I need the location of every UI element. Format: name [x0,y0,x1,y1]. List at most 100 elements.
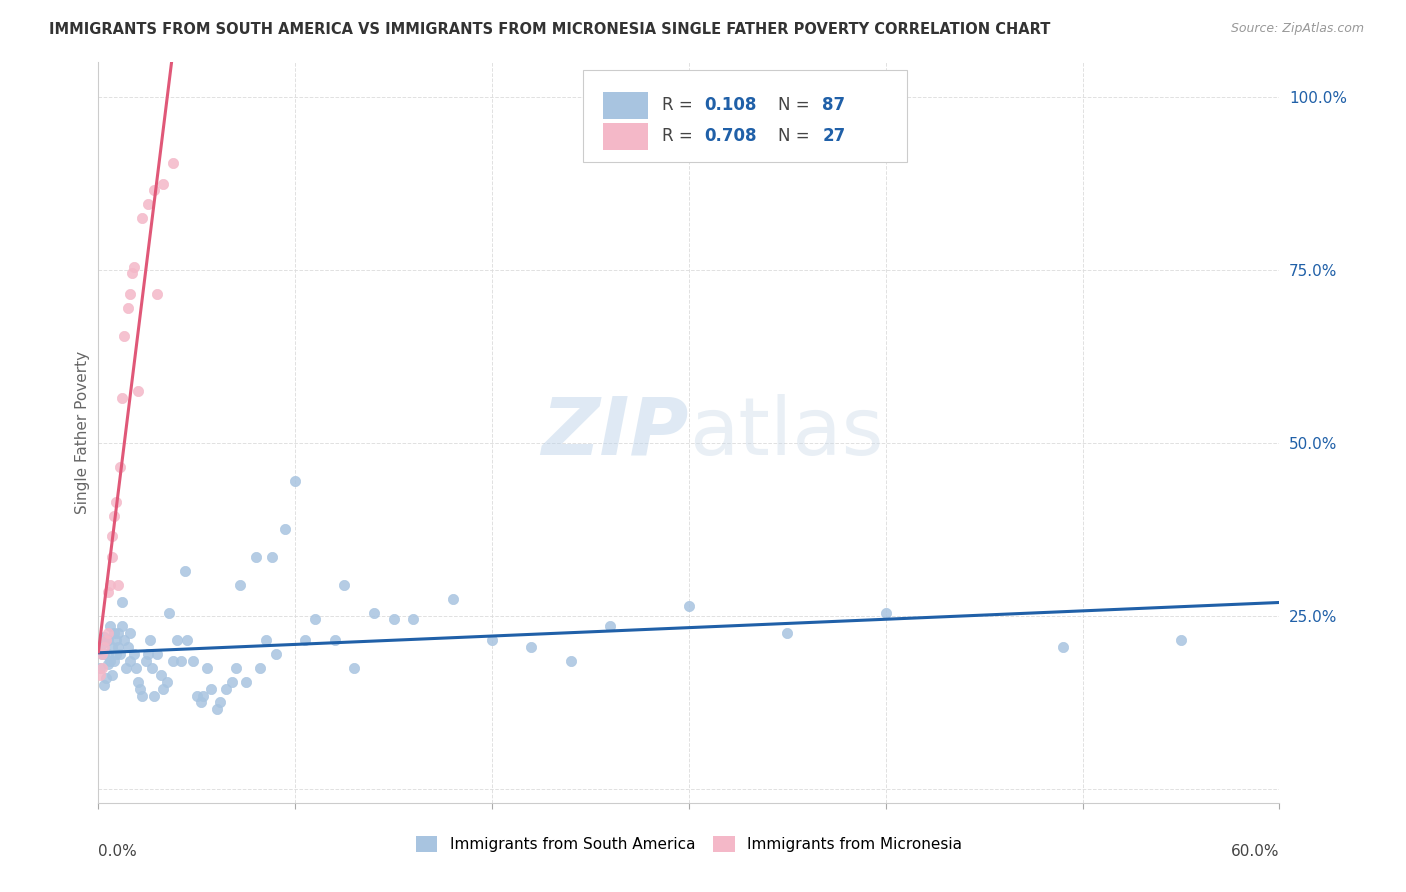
Point [323,633,346,648]
Point [96,633,118,648]
Point [363,606,385,620]
Point [441,591,464,606]
Point [122,647,145,661]
Y-axis label: Single Father Poverty: Single Father Poverty [75,351,90,514]
Point [101,667,124,681]
Point [186,689,208,703]
Point [89,661,111,675]
Point [115,661,138,675]
Point [108,460,131,475]
Point [121,267,143,281]
Point [108,647,131,661]
Point [98,578,121,592]
Point [125,661,148,675]
Point [103,508,125,523]
Point [128,681,150,696]
Point [200,681,222,696]
Point [111,619,134,633]
Point [105,647,128,661]
Point [249,661,271,675]
Point [162,155,184,169]
Text: 87: 87 [823,96,845,114]
Point [91,661,114,675]
Point [294,633,316,648]
Point [176,633,198,648]
Point [195,661,218,675]
Point [215,681,238,696]
Point [141,661,163,675]
Point [105,633,128,648]
Point [190,696,212,710]
Point [152,681,174,696]
Point [93,678,115,692]
Point [93,647,115,661]
Point [402,612,425,626]
Point [156,674,179,689]
Point [91,647,114,661]
Text: Source: ZipAtlas.com: Source: ZipAtlas.com [1230,22,1364,36]
Point [127,384,149,398]
Point [118,287,141,301]
Point [97,626,120,640]
Point [117,301,139,315]
Point [560,654,582,668]
Point [225,661,247,675]
Point [146,287,169,301]
Point [103,654,125,668]
Point [98,619,121,633]
Point [101,640,124,654]
Point [157,606,180,620]
Point [142,184,165,198]
Point [274,523,297,537]
Point [170,654,193,668]
Point [91,647,114,661]
FancyBboxPatch shape [603,123,648,150]
Point [117,640,139,654]
Point [91,637,114,651]
Point [107,640,129,654]
Point [89,667,111,681]
Point [138,633,160,648]
FancyBboxPatch shape [582,70,907,162]
Point [678,599,700,613]
Point [107,578,129,592]
Point [382,612,405,626]
Point [107,626,129,640]
Point [333,578,356,592]
Point [142,689,165,703]
Point [136,197,159,211]
Point [146,647,169,661]
Point [776,626,799,640]
Text: N =: N = [778,96,814,114]
Point [98,654,121,668]
Point [520,640,543,654]
Point [135,654,157,668]
Point [111,595,134,609]
Point [118,626,141,640]
Point [93,630,115,644]
Point [481,633,503,648]
Text: IMMIGRANTS FROM SOUTH AMERICA VS IMMIGRANTS FROM MICRONESIA SINGLE FATHER POVERT: IMMIGRANTS FROM SOUTH AMERICA VS IMMIGRA… [49,22,1050,37]
FancyBboxPatch shape [603,92,648,119]
Point [97,584,120,599]
Point [221,674,243,689]
Point [105,495,128,509]
Point [1170,633,1192,648]
Text: ZIP: ZIP [541,393,689,472]
Text: 0.708: 0.708 [704,128,756,145]
Point [264,647,287,661]
Point [111,391,134,405]
Point [245,550,267,565]
Point [152,177,174,191]
Point [150,667,173,681]
Point [103,626,125,640]
Point [343,661,366,675]
Point [136,647,159,661]
Point [122,260,145,274]
Point [599,619,621,633]
Point [101,529,124,543]
Point [174,564,197,578]
Point [97,647,120,661]
Point [101,550,124,565]
Point [1052,640,1074,654]
